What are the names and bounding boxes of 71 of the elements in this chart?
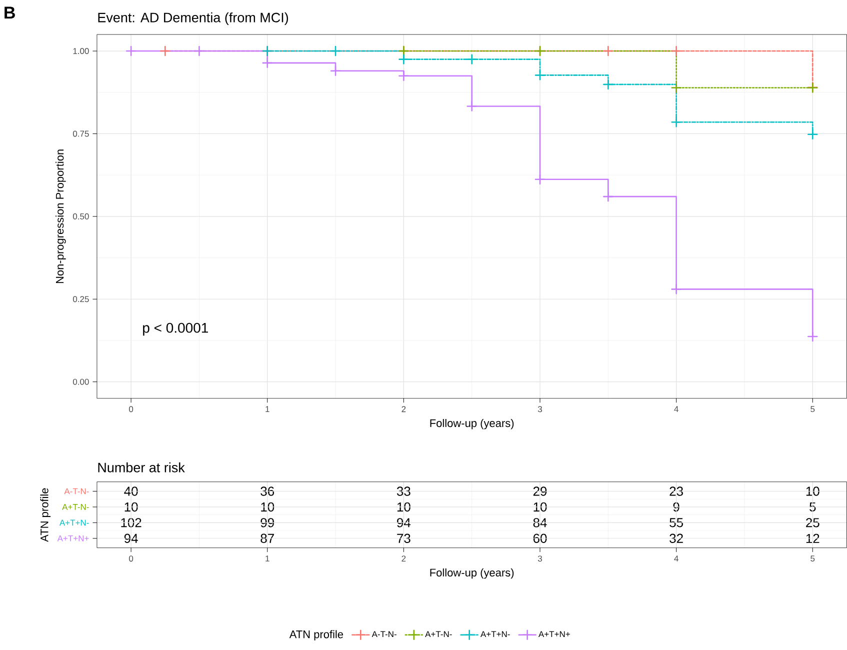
data-label: 5 [810, 502, 816, 512]
x-tick-label: 3 [538, 556, 542, 562]
x-tick-label: 2 [402, 406, 406, 412]
y-tick-label: 0.50 [72, 214, 89, 220]
x-axis-title: Follow-up (years) [430, 568, 514, 579]
point [330, 46, 341, 56]
legend-label: A+T+N+ [538, 631, 570, 638]
y-axis-title: ATN profile [40, 488, 50, 542]
point [398, 54, 409, 65]
point [671, 284, 682, 294]
point [262, 58, 272, 68]
data-label: 87 [260, 534, 274, 544]
y-tick-label: 0.25 [72, 296, 89, 302]
data-label: 10 [806, 486, 820, 496]
x-tick-label: 5 [810, 556, 815, 562]
x-tick-label: 1 [266, 556, 270, 562]
text: B [4, 6, 15, 19]
point [160, 46, 170, 56]
chart-title: Event: AD Dementia (from MCI) [98, 12, 288, 26]
data-label: 102 [121, 518, 142, 528]
x-tick-label: 1 [266, 406, 270, 412]
point [398, 70, 409, 82]
point [603, 192, 614, 202]
point [194, 46, 204, 56]
legend-title: ATN profile [289, 630, 344, 641]
data-label: 94 [124, 534, 138, 544]
point [603, 46, 614, 56]
x-tick-label: 0 [129, 406, 134, 412]
data-label: 10 [397, 502, 410, 512]
point [671, 82, 682, 93]
x-tick-label: 0 [129, 556, 134, 562]
point [126, 46, 136, 56]
x-tick-label: 4 [674, 556, 678, 562]
point [807, 129, 818, 140]
point [534, 70, 546, 80]
y-tick-label: 1.00 [73, 48, 89, 54]
data-label: 10 [261, 502, 274, 512]
data-label: 23 [670, 486, 683, 496]
point [466, 54, 477, 65]
data-label: 60 [533, 534, 547, 544]
y-tick-label: A-T-N- [64, 488, 89, 494]
point [466, 101, 477, 112]
x-tick-label: 5 [810, 406, 815, 412]
x-tick-label: 3 [538, 406, 542, 412]
data-label: 10 [124, 502, 138, 512]
data-label: 32 [670, 534, 683, 544]
y-axis-title: Non-progression Proportion [56, 150, 66, 284]
point [534, 174, 546, 185]
point [603, 79, 614, 90]
point [330, 66, 341, 76]
annotation: p < 0.0001 [143, 322, 208, 336]
legend-label: A+T+N- [480, 631, 510, 638]
x-axis-title: Follow-up (years) [430, 419, 514, 430]
x-tick-label: 2 [402, 556, 406, 562]
legend-label: A+T-N- [425, 631, 452, 638]
point [671, 117, 682, 128]
chart-title: Number at risk [98, 462, 185, 472]
data-label: 10 [534, 502, 547, 512]
data-label: 25 [806, 518, 820, 528]
y-tick-label: A+T+N- [59, 520, 89, 526]
point [671, 46, 682, 56]
y-tick-label: A+T+N+ [57, 536, 89, 542]
point [807, 331, 818, 342]
y-tick-label: 0.75 [72, 130, 89, 137]
data-label: 73 [397, 534, 410, 544]
data-label: 12 [806, 534, 820, 544]
y-tick-label: 0.00 [72, 378, 89, 385]
legend-label: A-T-N- [372, 631, 396, 638]
data-label: 29 [533, 486, 547, 496]
x-tick-label: 4 [674, 406, 678, 412]
y-tick-label: A+T-N- [62, 504, 89, 510]
